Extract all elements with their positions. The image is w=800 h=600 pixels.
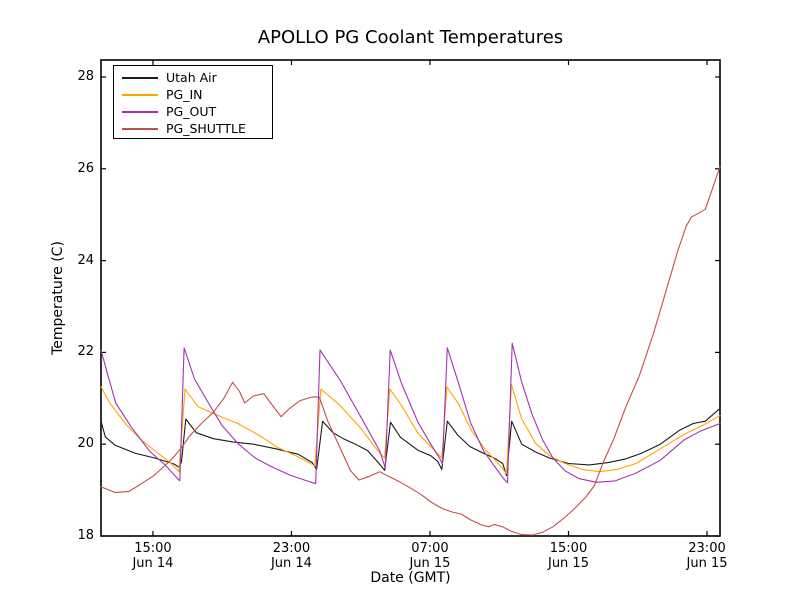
chart-title: APOLLO PG Coolant Temperatures	[257, 27, 564, 48]
legend: Utah Air PG_IN PG_OUT PG_SHUTTLE	[113, 65, 273, 139]
y-tick-label: 20	[77, 436, 94, 452]
legend-item-pg_out: PG_OUT	[114, 103, 272, 120]
x-tick-label: 15:00 Jun 15	[547, 541, 589, 571]
legend-label: PG_IN	[166, 87, 203, 102]
series-line-utah-air	[100, 407, 721, 476]
legend-label: PG_OUT	[166, 104, 217, 119]
legend-item-pg_in: PG_IN	[114, 86, 272, 103]
y-tick-label: 18	[77, 528, 94, 543]
x-axis-label: Date (GMT)	[370, 570, 451, 586]
legend-line-swatch	[122, 93, 158, 96]
legend-label: Utah Air	[166, 70, 217, 85]
x-tick-label: 07:00 Jun 15	[409, 541, 451, 571]
x-tick-label: 15:00 Jun 14	[132, 541, 174, 571]
y-tick-label: 22	[77, 344, 94, 360]
y-tick-label: 26	[77, 160, 94, 176]
legend-line-swatch	[122, 127, 158, 130]
y-tick-label: 28	[77, 68, 94, 84]
axes-frame	[100, 59, 721, 537]
legend-item-pg_shuttle: PG_SHUTTLE	[114, 120, 272, 137]
series-line-pg_shuttle	[100, 165, 721, 536]
series-line-pg_in	[100, 383, 721, 475]
legend-line-swatch	[122, 110, 158, 113]
x-tick-label: 23:00 Jun 15	[686, 541, 728, 571]
legend-line-swatch	[122, 76, 158, 79]
y-axis-label: Temperature (C)	[50, 241, 66, 355]
legend-item-utah-air: Utah Air	[114, 69, 272, 86]
y-tick-label: 24	[77, 252, 94, 268]
x-tick-label: 23:00 Jun 14	[270, 541, 312, 571]
legend-label: PG_SHUTTLE	[166, 121, 246, 136]
series-line-pg_out	[100, 342, 721, 485]
